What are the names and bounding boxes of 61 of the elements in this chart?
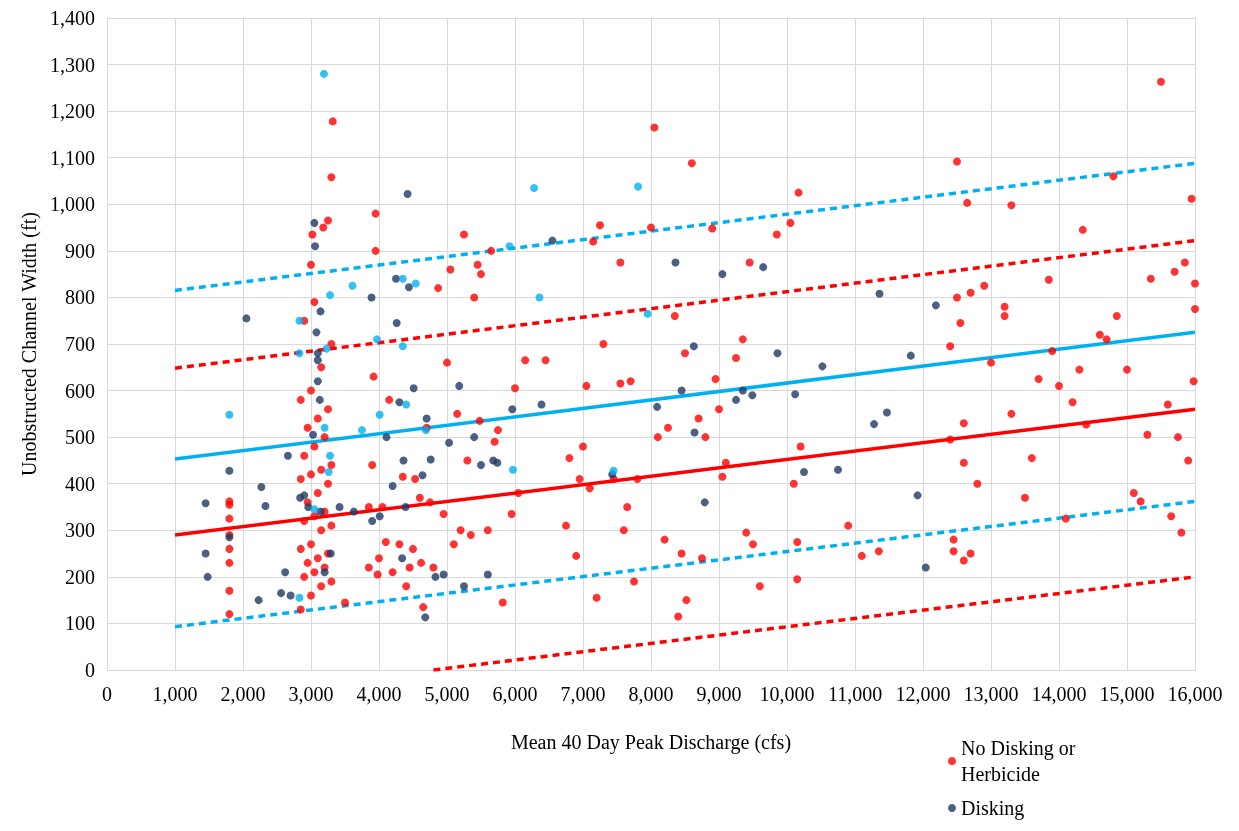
point <box>295 593 304 602</box>
x-tick-label: 2,000 <box>220 683 266 705</box>
y-tick-label: 1,100 <box>50 146 95 169</box>
x-tick-label: 15,000 <box>1099 683 1155 705</box>
y-tick-label: 1,400 <box>50 7 95 29</box>
point <box>643 309 652 318</box>
x-tick-label: 16,000 <box>1167 683 1223 705</box>
y-tick-label: 800 <box>65 286 95 309</box>
point <box>320 423 329 432</box>
y-tick-label: 600 <box>65 379 95 402</box>
x-tick-label: 9,000 <box>696 683 742 705</box>
x-tick-label: 13,000 <box>963 683 1019 705</box>
y-tick-label: 100 <box>65 612 95 635</box>
y-tick-label: 1,300 <box>50 53 95 76</box>
point <box>322 344 331 353</box>
y-tick-label: 700 <box>65 333 95 355</box>
point <box>398 342 407 351</box>
x-tick-label: 11,000 <box>827 683 883 705</box>
point <box>319 69 328 78</box>
x-tick-label: 12,000 <box>895 683 951 705</box>
point <box>310 505 319 514</box>
x-tick-label: 7,000 <box>560 683 606 705</box>
point <box>634 182 643 191</box>
point <box>326 451 335 460</box>
point <box>508 465 517 474</box>
point <box>609 466 618 475</box>
y-tick-label: 0 <box>85 659 95 681</box>
point <box>372 335 381 344</box>
y-tick-label: 1,200 <box>50 100 95 123</box>
x-tick-label: 8,000 <box>628 683 674 705</box>
x-tick-label: 10,000 <box>759 683 815 705</box>
y-tick-label: 200 <box>65 565 95 588</box>
x-tick-label: 4,000 <box>356 683 402 705</box>
legend-label: Disking <box>961 797 1025 820</box>
x-tick-label: 6,000 <box>492 683 538 705</box>
x-tick-label: 1,000 <box>152 683 198 705</box>
y-tick-label: 1,000 <box>50 193 95 216</box>
point <box>411 279 420 288</box>
legend-label: No Disking or Herbicide <box>961 737 1081 785</box>
point <box>295 349 304 358</box>
point <box>358 426 366 435</box>
point <box>348 281 357 290</box>
point <box>530 183 539 192</box>
point <box>505 242 514 251</box>
point <box>535 293 544 302</box>
y-axis-title: Unobstructed Channel Width (ft) <box>18 212 42 476</box>
y-tick-label: 400 <box>65 472 95 495</box>
point <box>398 274 407 283</box>
x-axis-title: Mean 40 Day Peak Discharge (cfs) <box>510 731 792 754</box>
x-tick-label: 3,000 <box>288 683 334 705</box>
x-tick-label: 5,000 <box>424 683 470 705</box>
x-tick-label: 14,000 <box>1031 683 1087 705</box>
y-tick-label: 300 <box>65 519 95 542</box>
y-tick-label: 900 <box>65 239 95 262</box>
x-tick-label: 0 <box>102 683 112 705</box>
point <box>324 468 333 477</box>
point <box>326 291 335 300</box>
point <box>375 410 384 419</box>
y-tick-label: 500 <box>65 426 95 449</box>
point <box>402 400 411 409</box>
point <box>225 410 234 419</box>
